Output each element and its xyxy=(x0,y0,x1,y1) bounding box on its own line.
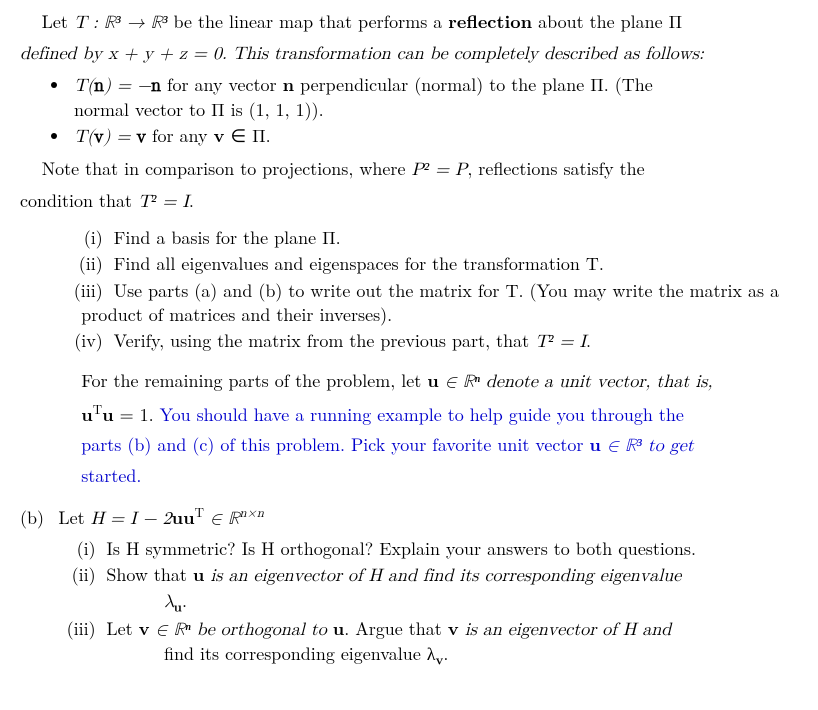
text: be the linear map that performs a xyxy=(168,9,449,34)
vec: v xyxy=(139,616,150,641)
math: T² = I xyxy=(138,193,189,211)
vec: v xyxy=(448,616,459,641)
roman: (i) xyxy=(49,537,96,561)
sub: u xyxy=(174,596,182,615)
spacer xyxy=(24,279,56,303)
note-para-2: condition that T² = I. xyxy=(20,189,798,214)
part-b-iii: (iii) Let v ∈ ℝⁿ be orthogonal to u. Argu… xyxy=(20,617,798,668)
lambda: λ xyxy=(164,593,174,611)
part-b-head: (b) Let H = I − 2uuT ∈ ℝn×n xyxy=(20,503,798,531)
part-b: (b) Let H = I − 2uuT ∈ ℝn×n (i)Is H symm… xyxy=(20,503,798,668)
text: Let xyxy=(106,616,138,641)
text: ∈ Π. xyxy=(224,123,270,148)
transpose: T xyxy=(93,399,102,418)
vec: u xyxy=(589,432,601,457)
vec: u xyxy=(81,402,93,427)
math: T(n) = −n xyxy=(74,77,167,95)
vec: u xyxy=(427,368,439,393)
math: T² = I xyxy=(535,333,586,351)
roman: (ii) xyxy=(49,563,96,587)
transpose: T xyxy=(195,502,204,521)
part-a-iv: (iv) Verify, using the matrix from the pr… xyxy=(20,329,798,354)
spacer xyxy=(24,252,56,276)
vec: n xyxy=(283,72,295,97)
text: is an eigenvector of H and find its corr… xyxy=(204,567,681,585)
after-a-line3: parts (b) and (c) of this problem. Pick … xyxy=(81,433,798,458)
bold-word: reflection xyxy=(448,9,532,34)
bullet-item-1: T(n) = −n for any vector n perpendicular… xyxy=(70,73,798,123)
text: For the remaining parts of the problem, … xyxy=(81,368,427,393)
text: , reflections satisfy the xyxy=(467,156,644,181)
blue-text: You should have a running example to hel… xyxy=(160,402,684,427)
text: defined by x + y + z = 0. This transform… xyxy=(20,45,704,63)
text: ∈ ℝⁿ denote a unit vector, that is, xyxy=(439,373,713,391)
math: H = I − 2 xyxy=(91,510,172,528)
spacer xyxy=(106,642,153,666)
bullet-item-2: T(v) = v for any v ∈ Π. xyxy=(70,124,798,149)
after-a-line1: For the remaining parts of the problem, … xyxy=(81,369,798,394)
part-label: (a) xyxy=(24,226,56,250)
spacer xyxy=(106,589,153,613)
text: . xyxy=(182,588,187,613)
text: normal vector to Π is (1, 1, 1)). xyxy=(74,97,324,122)
text: ∈ ℝⁿ be orthogonal to xyxy=(150,621,333,639)
text: Find all eigenvalues and eigenspaces for… xyxy=(114,251,604,276)
note-para-1: Note that in comparison to projections, … xyxy=(20,157,798,182)
part-label: (b) xyxy=(20,506,52,530)
text: started. xyxy=(81,463,141,488)
exp: n×n xyxy=(239,507,263,520)
text: Let xyxy=(58,505,90,530)
roman: (iii) xyxy=(56,279,103,303)
vec: v xyxy=(214,123,225,148)
part-b-i: (i) Is H symmetric? Is H orthogonal? Expl… xyxy=(20,537,798,561)
text: find its corresponding eigenvalue λ xyxy=(164,641,436,666)
text: is an eigenvector of H and xyxy=(459,621,672,639)
page: Let T : ℝ³ → ℝ³ be the linear map that p… xyxy=(0,0,818,690)
text: . xyxy=(586,328,591,353)
text: Let xyxy=(42,9,74,34)
text: Verify, using the matrix from the previo… xyxy=(114,328,536,353)
after-a-line2: uTu = 1. You should have a running examp… xyxy=(81,400,798,427)
after-a-line4: started. xyxy=(81,464,798,488)
text: ∈ ℝ³ to get xyxy=(601,437,694,455)
text: Show that xyxy=(106,562,193,587)
text: parts (b) and (c) of this problem. Pick … xyxy=(81,432,589,457)
after-a-block: For the remaining parts of the problem, … xyxy=(81,369,798,489)
text: about the plane Π xyxy=(532,9,682,34)
math: T : ℝ³ → ℝ³ xyxy=(74,14,168,32)
math: P² = P xyxy=(411,161,467,179)
text: Find a basis for the plane Π. xyxy=(114,225,341,250)
vec: u xyxy=(193,562,205,587)
part-b-ii: (ii) Show that u is an eigenvector of H a… xyxy=(20,563,798,614)
text: for any xyxy=(152,123,214,148)
bullet-list: T(n) = −n for any vector n perpendicular… xyxy=(20,73,798,150)
vec: u xyxy=(183,505,195,530)
text: . Argue that xyxy=(344,616,448,641)
intro-para-2: defined by x + y + z = 0. This transform… xyxy=(20,41,798,66)
intro-para-1: Let T : ℝ³ → ℝ³ be the linear map that p… xyxy=(20,10,798,35)
vec: u xyxy=(333,616,345,641)
text: condition that xyxy=(20,188,138,213)
text: = 1. xyxy=(114,402,160,427)
part-a-iii: (iii)Use parts (a) and (b) to write out … xyxy=(20,279,798,328)
text: Use parts (a) and (b) to write out the m… xyxy=(81,278,779,327)
roman: (i) xyxy=(56,226,103,250)
vec: u xyxy=(102,402,114,427)
math: T(v) = v xyxy=(74,128,152,146)
text: perpendicular (normal) to the plane Π. (… xyxy=(294,72,653,97)
roman: (iii) xyxy=(49,617,96,641)
text: . xyxy=(443,641,448,666)
text: for any vector xyxy=(167,72,283,97)
part-a-ii: (ii) Find all eigenvalues and eigenspaces… xyxy=(20,252,798,276)
roman: (iv) xyxy=(56,329,103,353)
text: Is H symmetric? Is H orthogonal? Explain… xyxy=(106,536,696,561)
roman: (ii) xyxy=(56,252,103,276)
spacer xyxy=(24,329,56,353)
math: ∈ ℝ xyxy=(204,510,239,528)
part-a: (a)(i) Find a basis for the plane Π. (ii)… xyxy=(20,226,798,354)
part-a-i: (a)(i) Find a basis for the plane Π. xyxy=(20,226,798,250)
vec: u xyxy=(172,505,184,530)
text: Note that in comparison to projections, … xyxy=(42,156,412,181)
text: . xyxy=(189,188,194,213)
